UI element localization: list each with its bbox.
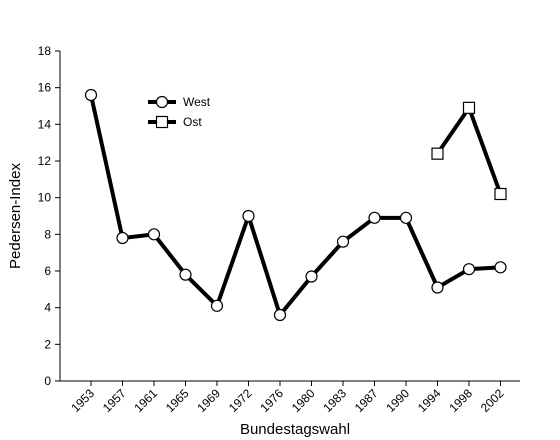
y-axis-title: Pedersen-Index	[7, 163, 24, 269]
y-tick-label: 14	[38, 117, 52, 131]
x-tick-label: 1990	[383, 386, 412, 415]
data-point-west	[242, 209, 255, 223]
axes	[59, 51, 520, 382]
x-tick-label: 1953	[68, 386, 97, 415]
x-tick-label: 1987	[352, 386, 381, 415]
data-point-west	[494, 261, 507, 274]
data-point-west	[210, 299, 224, 312]
data-point-west	[305, 270, 318, 283]
data-point-west	[147, 228, 161, 241]
legend-marker-west	[155, 95, 169, 109]
y-tick-label: 0	[44, 374, 51, 388]
data-point-west	[462, 263, 476, 276]
y-tick-label: 18	[38, 44, 52, 58]
series-line-west	[89, 94, 501, 317]
x-tick-label: 1980	[289, 386, 318, 415]
legend-label-ost: Ost	[183, 115, 202, 129]
y-tick-label: 8	[44, 227, 51, 241]
y-tick-label: 10	[38, 191, 52, 205]
x-tick-label: 1994	[415, 386, 444, 415]
data-point-west	[368, 211, 381, 224]
legend: West Ost	[148, 95, 211, 129]
y-tick-label: 4	[44, 301, 51, 315]
data-point-west	[336, 235, 350, 248]
x-tick-label: 1998	[446, 386, 475, 415]
x-tick-label: 1957	[100, 386, 129, 415]
y-tick-label: 16	[38, 81, 52, 95]
y-tick-label: 6	[44, 264, 51, 278]
data-point-ost	[494, 187, 507, 201]
data-point-west	[179, 268, 192, 281]
data-point-west	[431, 281, 444, 294]
x-tick-label: 1965	[163, 386, 192, 415]
data-point-west	[84, 88, 98, 102]
y-ticks: 0 2 4 6 8 10 12 14 16 18	[38, 44, 60, 388]
x-tick-label: 1983	[320, 386, 349, 415]
series-line-ost	[435, 105, 503, 195]
y-tick-label: 12	[38, 154, 52, 168]
x-ticks: 1953 1957 1961 1965 1969 1972 1976 1980 1983 1987…	[68, 381, 507, 415]
y-tick-label: 2	[44, 337, 51, 351]
x-axis-title: Bundestagswahl	[240, 421, 350, 438]
data-point-ost	[431, 147, 444, 160]
data-point-west	[273, 308, 287, 322]
data-point-west	[116, 231, 129, 245]
x-tick-label: 1969	[194, 386, 223, 415]
x-tick-label: 2002	[478, 386, 507, 415]
series	[84, 88, 507, 322]
data-point-west	[399, 211, 413, 224]
data-point-ost	[462, 101, 476, 114]
x-tick-label: 1972	[226, 386, 255, 415]
x-tick-label: 1976	[257, 386, 286, 415]
legend-marker-ost	[155, 115, 169, 129]
legend-label-west: West	[183, 95, 211, 109]
x-tick-label: 1961	[131, 386, 160, 415]
